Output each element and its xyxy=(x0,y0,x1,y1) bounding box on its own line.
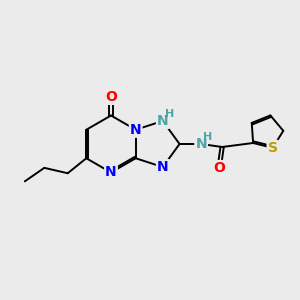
Text: N: N xyxy=(130,123,142,137)
Text: N: N xyxy=(157,160,169,174)
Text: H: H xyxy=(165,109,174,119)
Text: N: N xyxy=(157,114,169,128)
Text: N: N xyxy=(105,166,117,179)
Text: O: O xyxy=(105,90,117,104)
Text: N: N xyxy=(195,137,207,151)
Text: S: S xyxy=(268,141,278,155)
Text: O: O xyxy=(213,161,225,175)
Text: H: H xyxy=(203,132,212,142)
